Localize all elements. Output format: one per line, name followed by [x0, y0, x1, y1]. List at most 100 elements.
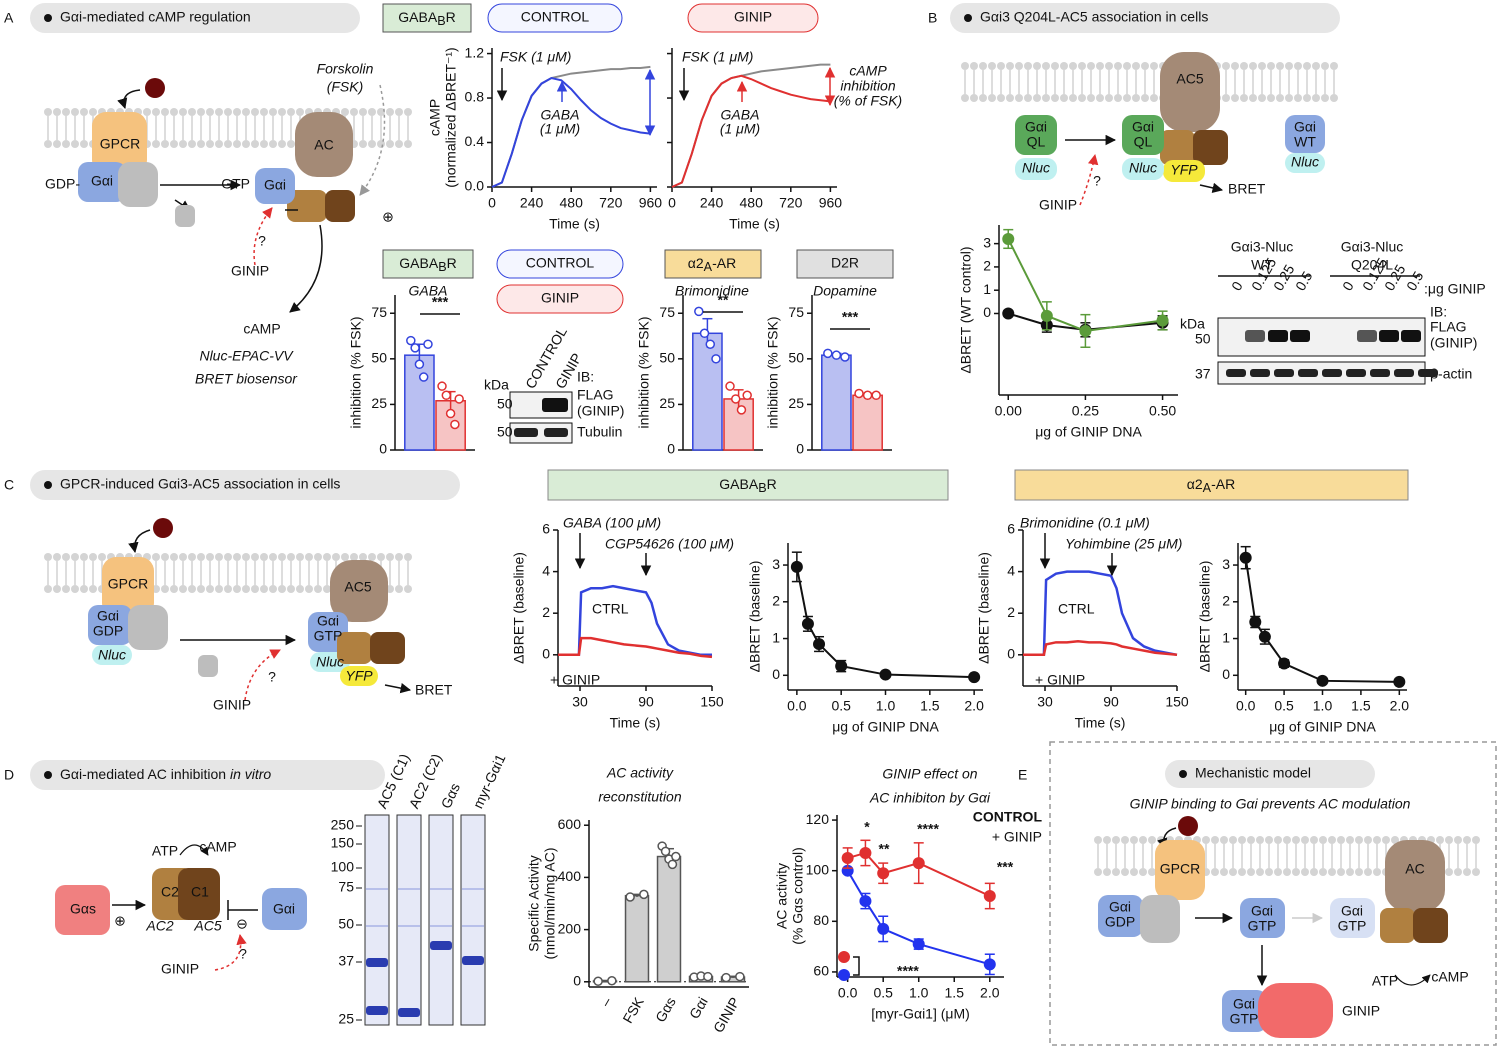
panel-title: GPCR-induced Gαi3-AC5 association in cel…	[60, 476, 340, 492]
data-point	[801, 617, 814, 630]
label: GINIP binding to Gαi prevents AC modulat…	[1130, 796, 1411, 812]
data-point	[1156, 314, 1169, 327]
header-box	[1165, 760, 1375, 788]
label: GINIP	[161, 961, 199, 977]
lipid	[1463, 836, 1471, 844]
shape	[1274, 369, 1294, 377]
y-tick-label: 80	[813, 912, 829, 928]
lipid	[1051, 62, 1059, 70]
y-tick-label: 75	[788, 304, 804, 320]
lipid	[1121, 868, 1129, 876]
lipid	[206, 140, 214, 148]
bullet	[964, 14, 972, 22]
x-tick-label: 150	[700, 694, 724, 710]
lipid	[197, 140, 205, 148]
lipid	[341, 108, 349, 116]
lipid	[1231, 94, 1239, 102]
lipid	[1258, 62, 1266, 70]
y-axis-label: cAMP	[427, 99, 443, 136]
label: AC5	[344, 579, 371, 595]
lipid	[1238, 836, 1246, 844]
label: inhibition	[840, 78, 895, 94]
lipid	[260, 553, 268, 561]
shape	[1122, 115, 1164, 155]
x-axis-label: Time (s)	[610, 715, 661, 731]
label: ***	[842, 309, 859, 325]
lipid	[269, 553, 277, 561]
label: (% of FSK)	[834, 93, 902, 109]
shape	[460, 814, 486, 1026]
label: + GINIP	[550, 672, 600, 688]
lipid	[287, 585, 295, 593]
label: Q204L	[1351, 257, 1393, 273]
shape	[664, 249, 762, 279]
label: Gαi	[1233, 996, 1255, 1012]
lipid	[988, 62, 996, 70]
lipid	[1364, 868, 1372, 876]
y-tick-label: 0	[1222, 666, 1230, 682]
label: Gαi	[264, 177, 286, 193]
lipid	[979, 94, 987, 102]
label: + GINIP	[992, 829, 1042, 845]
shape	[330, 560, 388, 622]
lipid	[350, 108, 358, 116]
lipid	[143, 108, 151, 116]
label: 75	[338, 879, 354, 895]
bar	[821, 354, 852, 451]
label: Yohimbine (25 μM)	[1065, 536, 1182, 552]
y-tick-label: 4	[1007, 562, 1015, 578]
data-point	[703, 971, 713, 982]
lipid	[386, 140, 394, 148]
lipid	[359, 108, 367, 116]
label: Gαi3-Nluc	[1231, 239, 1294, 255]
shape	[1285, 115, 1325, 153]
data-point	[454, 394, 464, 404]
lipid	[233, 108, 241, 116]
label: GPCR	[100, 136, 140, 152]
lipid	[1148, 868, 1156, 876]
lipid	[1355, 868, 1363, 876]
x-tick-label: 720	[599, 195, 623, 211]
shape	[1014, 469, 1409, 501]
shape	[370, 632, 405, 664]
label: CTRL	[592, 601, 629, 617]
shape	[542, 398, 568, 412]
y-tick-label: 0	[667, 441, 675, 457]
y-axis-label: (% Gαs control)	[790, 847, 806, 945]
lipid	[1276, 62, 1284, 70]
shape	[382, 3, 472, 33]
bracket	[853, 956, 860, 976]
x-tick-label: 2.0	[964, 698, 984, 714]
label: GABA	[409, 283, 448, 299]
data-point	[871, 390, 881, 401]
label: GTP	[314, 628, 343, 644]
x-tick-label: 0.0	[787, 698, 807, 714]
label: ATP	[152, 843, 178, 859]
text-part: -AR	[1211, 476, 1235, 492]
x-axis-label: Time (s)	[729, 216, 780, 232]
shape	[462, 888, 484, 890]
lipid	[1373, 836, 1381, 844]
y-tick-label: 200	[558, 920, 582, 936]
lipid	[1114, 94, 1122, 102]
y-tick-label: 0	[796, 441, 804, 457]
data-point	[742, 390, 752, 401]
y-tick-label: 6	[542, 521, 550, 537]
label: Gαi	[91, 173, 113, 189]
lipid	[1454, 868, 1462, 876]
lipid	[1105, 62, 1113, 70]
shape	[287, 190, 327, 222]
lipid	[1150, 94, 1158, 102]
lipid	[1285, 94, 1293, 102]
lipid	[1139, 868, 1147, 876]
shape	[1160, 130, 1195, 165]
shape	[340, 666, 378, 686]
lipid	[970, 62, 978, 70]
lipid	[296, 108, 304, 116]
label: (1 μM)	[720, 121, 760, 137]
shape	[1322, 369, 1342, 377]
lipid	[53, 140, 61, 148]
lipid	[287, 140, 295, 148]
y-tick-label: 3	[983, 234, 991, 250]
lipid	[377, 108, 385, 116]
